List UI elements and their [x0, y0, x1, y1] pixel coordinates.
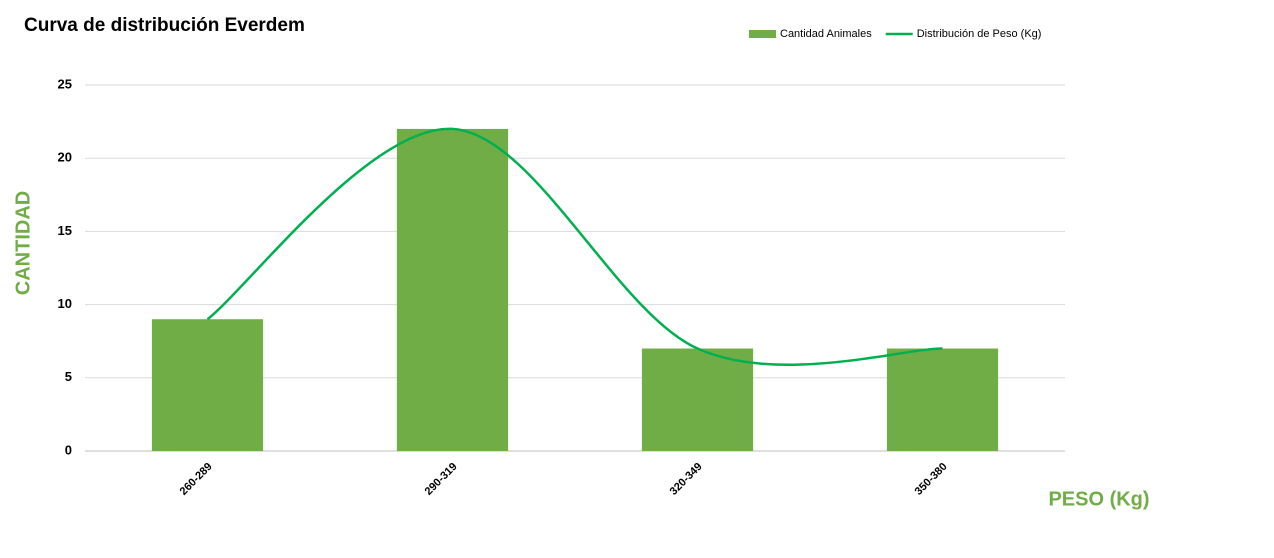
y-tick-label: 5 — [65, 369, 72, 384]
chart-title: Curva de distribución Everdem — [24, 15, 305, 36]
y-tick-label: 20 — [58, 150, 72, 165]
legend-swatch — [749, 30, 776, 38]
y-axis-title: CANTIDAD — [12, 191, 34, 295]
line — [206, 127, 943, 366]
bar — [151, 319, 264, 451]
y-tick-label: 0 — [65, 442, 72, 457]
legend-label: Cantidad Animales — [780, 28, 872, 40]
y-tick-label: 15 — [58, 223, 72, 238]
legend-label: Distribución de Peso (Kg) — [917, 28, 1042, 40]
bar — [396, 128, 509, 452]
bar — [886, 348, 999, 451]
x-axis-title: PESO (Kg) — [1048, 488, 1149, 510]
bar — [641, 348, 754, 451]
y-tick-label: 25 — [58, 76, 72, 91]
y-tick-label: 10 — [58, 296, 72, 311]
